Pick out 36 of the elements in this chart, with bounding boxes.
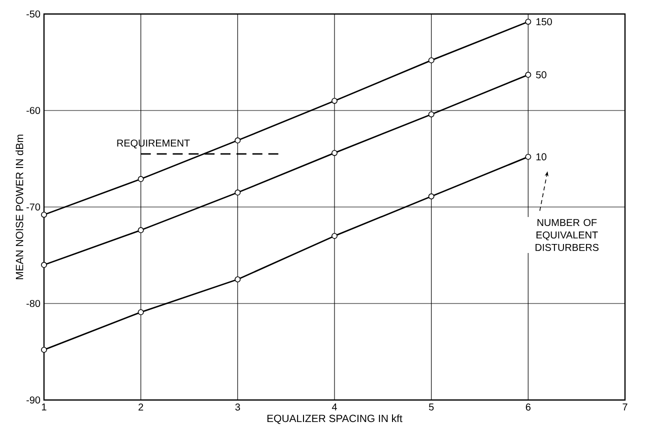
series-label: 10 <box>536 153 546 160</box>
point <box>234 276 241 282</box>
point <box>138 309 144 316</box>
x-tick-label: 6 <box>526 404 531 411</box>
point <box>525 18 532 25</box>
point <box>138 227 144 234</box>
x-tick-label: 5 <box>428 404 434 410</box>
y-tick-label: -50 <box>26 10 40 18</box>
point <box>234 190 241 196</box>
point <box>525 72 532 78</box>
y-axis-title: MEAN NOISE POWER IN dBm <box>16 134 24 280</box>
point <box>138 176 144 182</box>
point <box>234 137 241 144</box>
y-tick-label: -70 <box>26 203 40 211</box>
y-tick-label: -60 <box>26 106 40 114</box>
point <box>41 212 47 218</box>
point <box>332 98 338 104</box>
x-tick-label: 1 <box>42 404 46 410</box>
y-tick-label: -90 <box>26 396 40 404</box>
x-tick-label: 2 <box>138 404 144 410</box>
x-tick-label: 7 <box>622 404 628 410</box>
series-label: 50 <box>536 71 546 78</box>
x-axis-title: EQUALIZER SPACING IN kft <box>267 414 402 424</box>
point <box>332 150 338 156</box>
x-tick-label: 3 <box>235 404 240 411</box>
y-tick-label: -80 <box>26 300 40 308</box>
point <box>332 232 338 239</box>
point <box>41 346 47 353</box>
point <box>428 193 434 200</box>
point <box>41 262 47 268</box>
point <box>525 154 532 160</box>
annotation: NUMBER OF EQUIVALENT DISTURBERS <box>536 219 599 251</box>
point <box>428 111 434 118</box>
x-tick-label: 4 <box>332 404 337 410</box>
series-label: 150 <box>536 18 552 26</box>
point <box>428 57 434 64</box>
